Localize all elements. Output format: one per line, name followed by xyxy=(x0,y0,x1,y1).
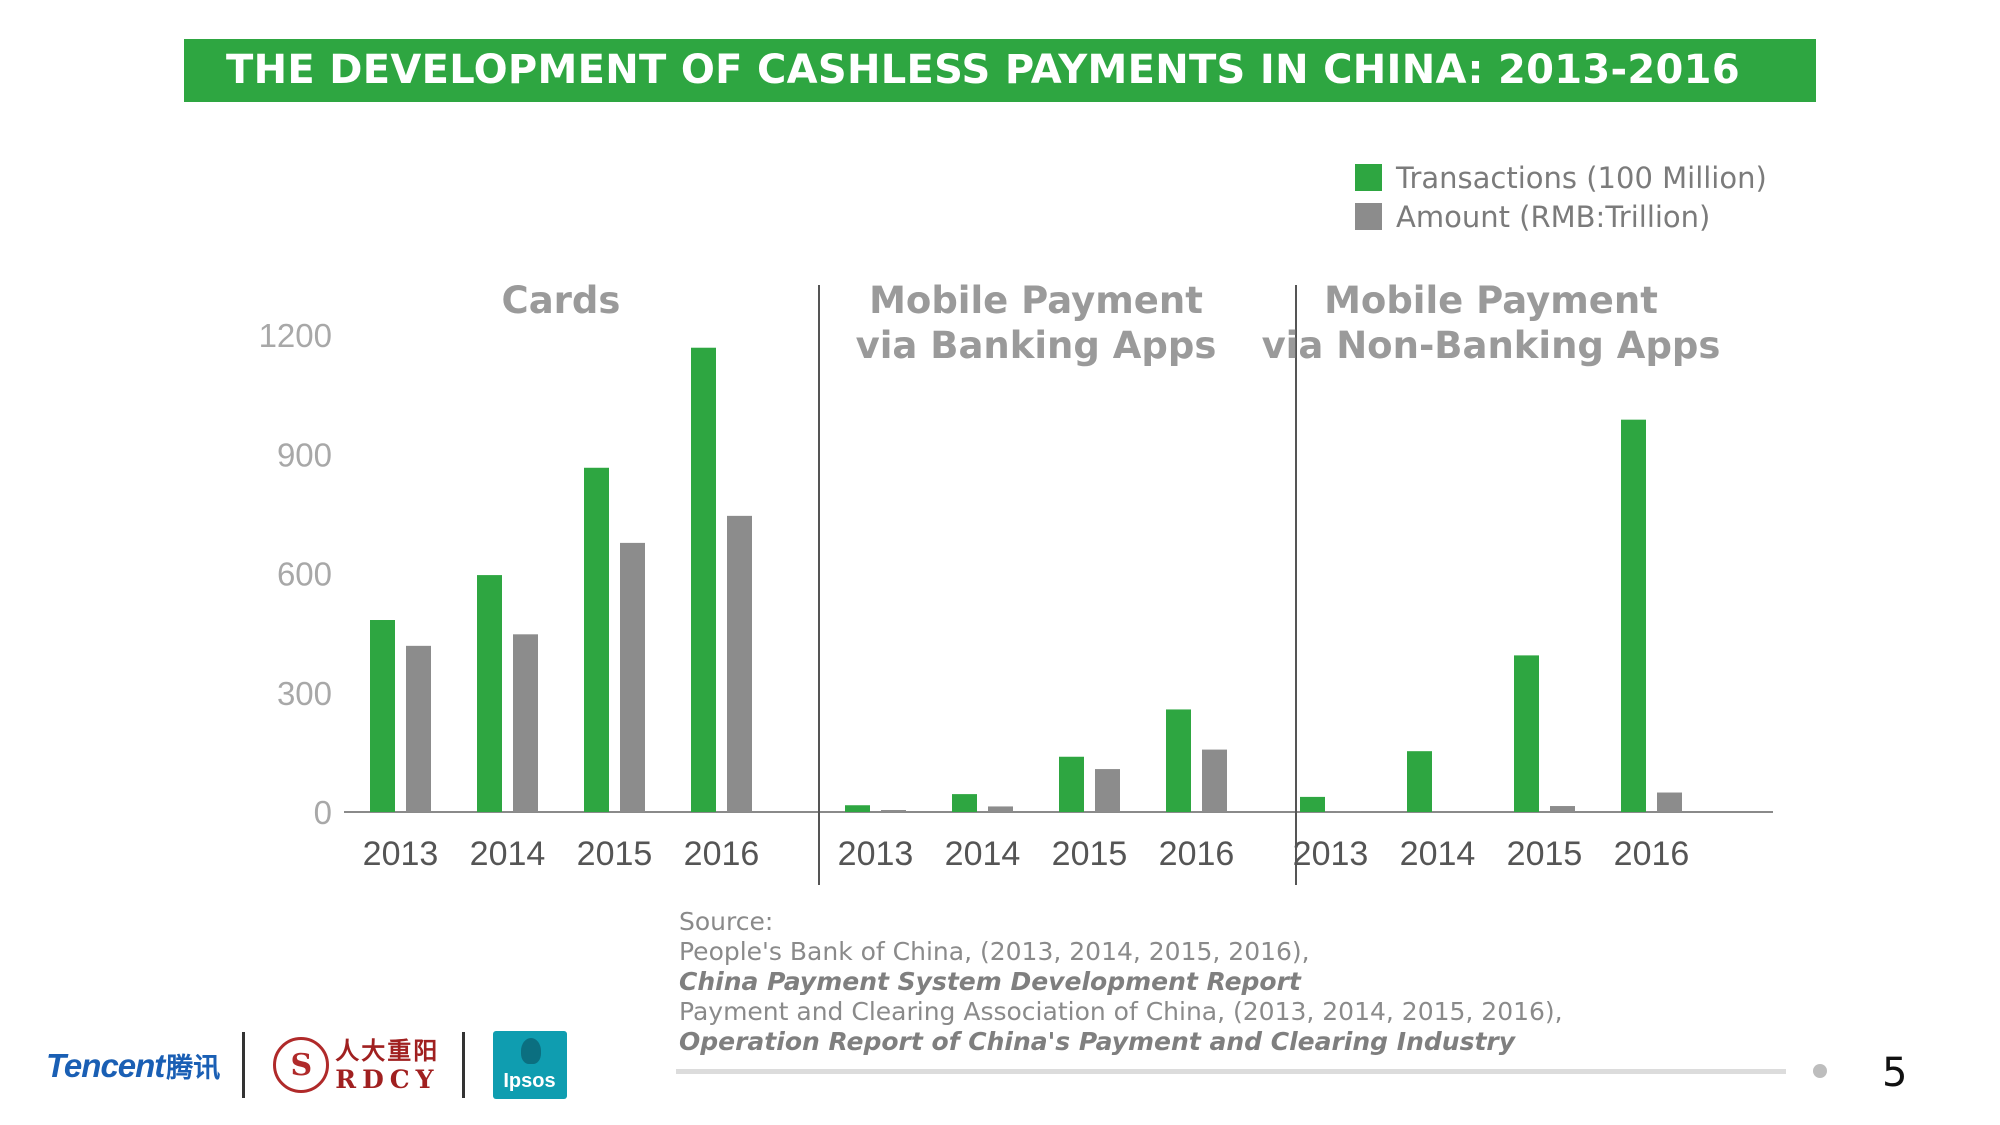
rdcy-logo-en: RDCY xyxy=(335,1064,440,1094)
bar-amount xyxy=(620,542,645,812)
bar-amount xyxy=(1336,811,1361,812)
bar-transactions xyxy=(1059,756,1084,812)
bar-amount xyxy=(1657,792,1682,812)
footer-divider xyxy=(676,1069,1786,1074)
source-line-2: China Payment System Development Report xyxy=(679,967,1301,996)
x-tick-label: 2015 xyxy=(1507,835,1583,873)
rdcy-seal-icon: S xyxy=(273,1037,330,1093)
bar-transactions xyxy=(370,620,395,812)
bar-transactions xyxy=(1407,751,1432,812)
source-line-4: Operation Report of China's Payment and … xyxy=(679,1027,1516,1056)
legend-swatch-amount xyxy=(1355,203,1382,230)
y-tick-label: 0 xyxy=(314,794,332,831)
tencent-logo: Tencent腾讯 xyxy=(46,1046,220,1085)
partner-logos: Tencent腾讯 S 人大重阳 RDCY Ipsos xyxy=(46,1028,567,1102)
legend-label-amount: Amount (RMB:Trillion) xyxy=(1396,199,1711,234)
x-tick-label: 2016 xyxy=(1159,835,1235,873)
bar-amount xyxy=(406,645,431,812)
source-line-3: Payment and Clearing Association of Chin… xyxy=(679,997,1563,1026)
bar-amount xyxy=(513,634,538,812)
ipsos-head-icon xyxy=(520,1038,541,1064)
x-tick-label: 2016 xyxy=(1614,835,1690,873)
bar-amount xyxy=(1202,749,1227,812)
page-number: 5 xyxy=(1882,1050,1908,1096)
x-tick-label: 2014 xyxy=(945,835,1021,873)
rdcy-logo-cn: 人大重阳 xyxy=(335,1035,440,1065)
bar-transactions xyxy=(1166,709,1191,812)
ipsos-logo-text: Ipsos xyxy=(503,1070,556,1092)
x-tick-label: 2015 xyxy=(577,835,653,873)
chart-legend: Transactions (100 Million) Amount (RMB:T… xyxy=(1355,158,1767,236)
x-tick-label: 2013 xyxy=(363,835,439,873)
x-tick-label: 2014 xyxy=(1400,835,1476,873)
source-line-1: People's Bank of China, (2013, 2014, 201… xyxy=(679,937,1310,966)
logo-separator xyxy=(461,1032,465,1098)
rdcy-logo: S 人大重阳 RDCY xyxy=(273,1037,439,1093)
tencent-logo-cn: 腾讯 xyxy=(166,1052,221,1084)
bar-transactions xyxy=(691,347,716,812)
panel-title: Mobile Payment xyxy=(869,279,1203,322)
y-tick-label: 1200 xyxy=(259,317,332,354)
source-label: Source: xyxy=(679,907,774,936)
panel-title: Cards xyxy=(502,279,621,322)
tencent-logo-text: Tencent xyxy=(46,1046,165,1084)
source-note: Source: People's Bank of China, (2013, 2… xyxy=(679,907,1563,1057)
logo-separator xyxy=(242,1032,246,1098)
x-tick-label: 2013 xyxy=(838,835,914,873)
bar-transactions xyxy=(1621,419,1646,812)
x-tick-label: 2015 xyxy=(1052,835,1128,873)
page-title: THE DEVELOPMENT OF CASHLESS PAYMENTS IN … xyxy=(226,47,1740,93)
panel-title: via Non-Banking Apps xyxy=(1262,324,1721,367)
y-tick-label: 600 xyxy=(277,556,332,593)
panel-title: Mobile Payment xyxy=(1324,279,1658,322)
bar-transactions xyxy=(952,794,977,812)
x-tick-label: 2013 xyxy=(1293,835,1369,873)
bar-transactions xyxy=(1300,796,1325,812)
y-tick-label: 900 xyxy=(277,436,332,473)
legend-item-amount: Amount (RMB:Trillion) xyxy=(1355,197,1767,236)
bar-amount xyxy=(1095,769,1120,812)
legend-label-transactions: Transactions (100 Million) xyxy=(1396,160,1767,195)
legend-swatch-transactions xyxy=(1355,164,1382,191)
bar-transactions xyxy=(845,805,870,812)
page-title-banner: THE DEVELOPMENT OF CASHLESS PAYMENTS IN … xyxy=(184,39,1816,102)
bar-amount xyxy=(881,810,906,812)
panel-title: via Banking Apps xyxy=(856,324,1217,367)
footer-dot xyxy=(1813,1064,1827,1078)
x-tick-label: 2016 xyxy=(684,835,760,873)
bar-amount xyxy=(1550,806,1575,812)
y-tick-label: 300 xyxy=(277,675,332,712)
x-tick-label: 2014 xyxy=(470,835,546,873)
bar-amount xyxy=(727,515,752,812)
ipsos-logo: Ipsos xyxy=(492,1031,567,1099)
bar-transactions xyxy=(1514,655,1539,812)
bar-transactions xyxy=(584,467,609,812)
bar-amount xyxy=(988,806,1013,812)
bar-transactions xyxy=(477,575,502,812)
legend-item-transactions: Transactions (100 Million) xyxy=(1355,158,1767,197)
